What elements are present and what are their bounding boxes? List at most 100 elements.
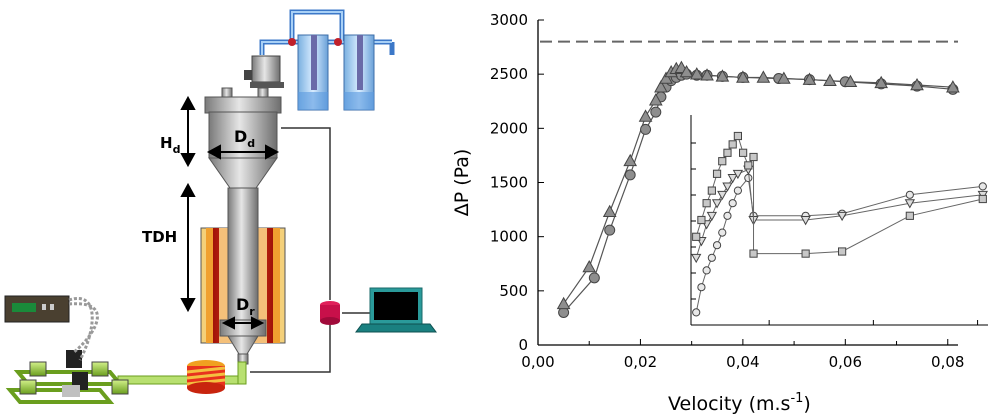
inset-data-point	[707, 253, 716, 262]
inset-data-point	[728, 199, 737, 208]
data-point	[556, 296, 571, 310]
inset-data-point	[717, 190, 728, 201]
data-point	[638, 109, 653, 122]
x-axis-label-sup: -1	[790, 391, 803, 406]
disengagement-section	[204, 87, 282, 189]
inset-data-point	[978, 182, 987, 191]
inset-data-point	[801, 249, 810, 258]
data-point	[946, 80, 960, 93]
x-axis-label: Velocity (m.s-1)	[668, 391, 811, 415]
y-tick-label: 1000	[490, 228, 528, 246]
pressure-transducer	[320, 301, 340, 325]
tdh-label: TDH	[142, 228, 177, 246]
inset-data-point	[739, 148, 748, 157]
inset-data-point	[904, 199, 916, 209]
hd-label: Hd	[160, 134, 180, 156]
x-tick-label: 0,02	[624, 353, 657, 371]
inset-data-point	[722, 182, 733, 192]
inset-data-point	[836, 211, 848, 222]
inset-data-point	[744, 161, 753, 170]
series-group	[556, 60, 960, 318]
data-point	[640, 123, 652, 135]
x-axis-label-end: )	[803, 393, 810, 415]
inset-data-point	[733, 131, 742, 141]
data-point	[582, 259, 597, 273]
inset-data-point	[744, 173, 753, 183]
riser-column	[219, 187, 267, 365]
data-point	[700, 68, 714, 81]
data-point	[650, 106, 662, 118]
inset-data-point	[749, 152, 758, 162]
data-point	[715, 69, 730, 82]
series-line	[563, 73, 953, 313]
inset-data-point	[838, 247, 847, 256]
series-line	[563, 67, 953, 305]
inset-data-point	[707, 186, 716, 195]
data-point	[679, 64, 694, 78]
inset-data-point	[702, 199, 711, 208]
data-point	[874, 75, 889, 89]
dr-label: Dr	[236, 295, 255, 318]
flow-controller-box	[4, 295, 70, 323]
x-axis-label-text: Velocity (m.s	[668, 393, 790, 415]
inset-data-point	[692, 232, 701, 241]
inset-data-point	[706, 211, 718, 222]
inset-data-point	[718, 157, 727, 166]
inset-data-point	[749, 249, 758, 258]
dd-label: Dd	[234, 127, 255, 150]
chart-axes: 0 500 1000 1500 2000 2500 3000 0,00 0,02 0,04 0,06…	[490, 11, 965, 371]
data-point	[689, 67, 704, 80]
inset-data-point	[723, 211, 732, 220]
y-tick-label: 2500	[490, 65, 528, 83]
inset-data-point	[978, 194, 987, 204]
x-tick-label: 0,06	[829, 353, 862, 371]
data-point	[823, 73, 837, 86]
data-point	[623, 153, 638, 167]
data-point	[659, 71, 673, 84]
inset-data-point	[733, 186, 742, 195]
data-point	[756, 70, 771, 83]
inset-data-point	[697, 283, 706, 292]
y-tick-label: 500	[499, 282, 528, 300]
heater-coil-icon	[186, 360, 226, 394]
inset-data-point	[732, 169, 744, 180]
inset-data-point	[697, 215, 706, 225]
inset-data-point	[691, 253, 702, 264]
cyclone-tank-1	[297, 34, 329, 111]
inset-data-point	[905, 211, 914, 220]
valve-icon[interactable]	[334, 38, 342, 46]
x-tick-label: 0,00	[521, 353, 554, 371]
fluidized-bed-apparatus-diagram: Hd Dd TDH Dr	[4, 9, 437, 404]
inset-data-point	[692, 308, 701, 317]
data-point	[910, 77, 924, 91]
inset-data-point	[712, 169, 722, 178]
mass-flow-controllers	[5, 350, 129, 404]
data-point	[802, 72, 817, 85]
x-tick-label: 0,04	[726, 353, 759, 371]
y-axis-label: ΔP (Pa)	[451, 149, 473, 217]
inset-data-point	[728, 140, 737, 149]
y-tick-label: 0	[518, 336, 528, 354]
inset-plot	[690, 115, 988, 326]
inset-data-point	[702, 266, 711, 275]
inset-series-line	[695, 176, 983, 313]
data-point	[624, 169, 636, 181]
inset-data-point	[711, 199, 723, 209]
data-point	[736, 70, 750, 83]
inset-data-point	[718, 228, 727, 237]
data-point	[588, 272, 600, 284]
dimension-arrows	[180, 95, 280, 330]
y-tick-label: 3000	[490, 11, 528, 29]
inset-data-point	[723, 148, 732, 157]
x-tick-label: 0,08	[931, 353, 964, 371]
laptop-icon	[355, 287, 437, 333]
y-tick-label: 2000	[490, 119, 528, 137]
data-point	[843, 74, 858, 88]
valve-icon[interactable]	[288, 38, 296, 46]
signal-cable	[68, 296, 99, 361]
data-point	[602, 204, 617, 218]
inset-data-point	[800, 216, 811, 226]
data-point	[604, 224, 616, 236]
y-tick-label: 1500	[490, 174, 528, 192]
